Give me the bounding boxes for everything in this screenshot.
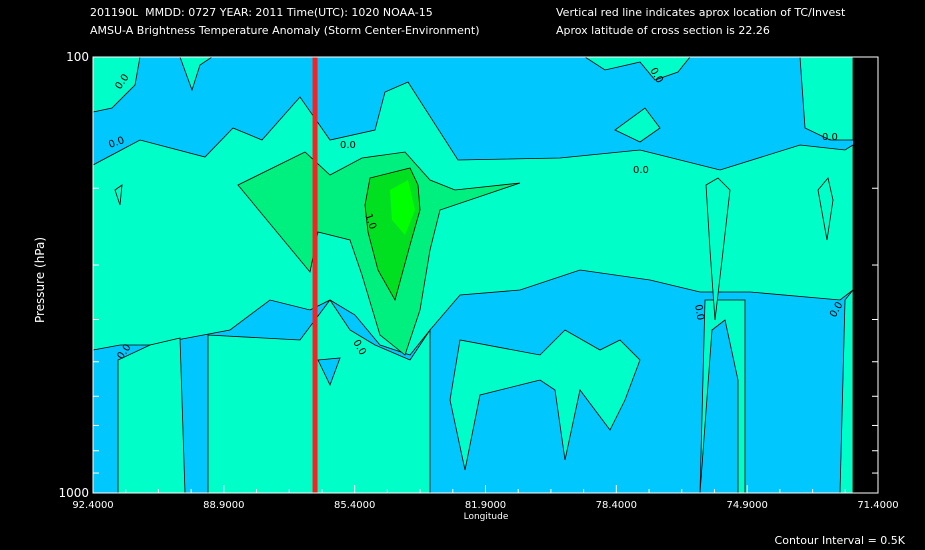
- y-tick-label: 100: [66, 50, 89, 64]
- contour-label: 0.0: [822, 132, 838, 143]
- x-tick-label: 81.9000: [465, 500, 506, 511]
- y-axis: 100 1000: [58, 50, 878, 500]
- x-tick-label: 92.4000: [72, 500, 113, 511]
- x-axis-label: Longitude: [464, 512, 509, 522]
- x-tick-label: 78.4000: [596, 500, 637, 511]
- contour-fill-0-lower-left: [117, 337, 186, 494]
- contour-fill-0-spike3: [114, 184, 123, 206]
- contour-fill-0-dip: [317, 357, 341, 387]
- y-axis-label: Pressure (hPa): [33, 237, 47, 323]
- header-title-line2: AMSU-A Brightness Temperature Anomaly (S…: [90, 24, 480, 37]
- plot-right-strip: [853, 57, 878, 493]
- contour-fill-1p5: [390, 180, 415, 235]
- contour-fill-0-top4: [799, 56, 854, 141]
- x-tick-label: 88.9000: [203, 500, 244, 511]
- contour-fill-0-island: [614, 107, 661, 143]
- contour-label: 0.0: [633, 165, 649, 176]
- x-tick-label: 71.4000: [857, 500, 898, 511]
- header-note-line2: Aprox latitude of cross section is 22.26: [556, 24, 770, 37]
- x-tick-label: 85.4000: [334, 500, 375, 511]
- contour-label: 0.0: [692, 304, 706, 322]
- contour-fill-0-upper: [92, 81, 854, 356]
- contour-fill-0-lower-mid: [207, 299, 431, 494]
- contour-interval-note: Contour Interval = 0.5K: [775, 534, 906, 547]
- contour-fill-0-spike2: [817, 177, 834, 241]
- x-axis: 92.4000 88.9000 85.4000 81.9000 78.4000 74.90…: [72, 485, 899, 511]
- contour-label: 0.0: [340, 140, 356, 151]
- contour-fill-0-spike1: [705, 177, 731, 321]
- header-note-line1: Vertical red line indicates aprox locati…: [556, 6, 846, 19]
- x-tick-label: 74.9000: [726, 500, 767, 511]
- contour-label: 1.0: [362, 212, 378, 231]
- contour-fill-0-lower-right: [449, 329, 641, 471]
- header-title-line1: 201190L MMDD: 0727 YEAR: 2011 Time(UTC):…: [90, 6, 433, 19]
- contour-label: 0.0: [107, 135, 126, 151]
- y-tick-label: 1000: [58, 486, 89, 500]
